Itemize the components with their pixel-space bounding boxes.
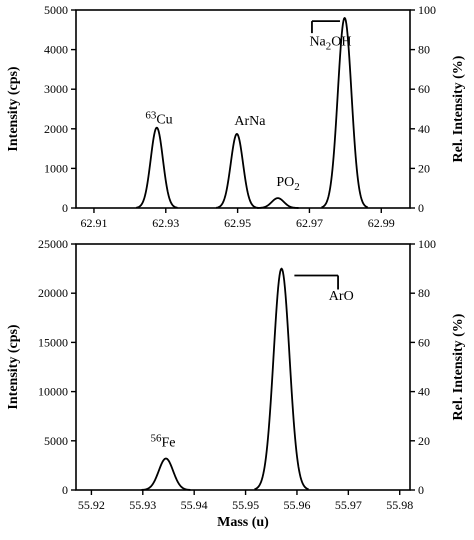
y-tick-label: 1000 [44,161,68,175]
y-tick-label: 2000 [44,122,68,136]
x-tick-label: 55.93 [129,498,156,512]
spectrum-peak [254,267,309,491]
y2-tick-label: 0 [418,201,424,215]
spectrum-peak [135,126,178,209]
x-tick-label: 62.95 [224,216,251,230]
x-tick-label: 55.95 [232,498,259,512]
y-tick-label: 15000 [38,335,68,349]
peak-annotation: 56Fe [151,433,176,451]
species-label: ArO [329,289,354,304]
species-label-suffix: OH [331,35,351,50]
panel-top-spectrum: 0 1000 2000 3000 4000 5000 0 20 40 60 80 100 62.91 62… [6,3,466,230]
y-axis-label: Intensity (cps) [6,324,21,410]
resolution-bracket [311,20,340,34]
y2-axis-label: Rel. Intensity (%) [451,55,466,162]
x-tick-label: 55.96 [283,498,310,512]
y-tick-label: 4000 [44,43,68,57]
species-label: Na [309,35,326,50]
isotope-superscript: 63 [145,109,157,121]
isotope-superscript: 56 [151,433,163,445]
x-tick-label: 55.98 [386,498,413,512]
peak-annotation: PO2 [276,175,299,193]
y-tick-label: 3000 [44,82,68,96]
y2-axis-label: Rel. Intensity (%) [451,313,466,420]
y-tick-label: 5000 [44,434,68,448]
x-tick-label: 55.94 [181,498,208,512]
y-tick-label: 20000 [38,286,68,300]
x-tick-label: 62.99 [368,216,395,230]
peak-annotation: 63Cu [145,109,172,127]
panel-bottom-spectrum: 0 5000 10000 15000 20000 25000 0 20 40 60 80 100 55.… [6,237,466,530]
species-subscript: 2 [326,41,332,53]
y-tick-label: 10000 [38,385,68,399]
y2-tick-label: 40 [418,122,430,136]
y-tick-label: 25000 [38,237,68,251]
y2-tick-label: 80 [418,43,430,57]
x-tick-label: 55.97 [335,498,362,512]
y-tick-label: 5000 [44,3,68,17]
y2-tick-label: 20 [418,161,430,175]
y2-tick-label: 20 [418,434,430,448]
y-tick-label: 0 [62,201,68,215]
x-tick-label: 62.93 [152,216,179,230]
species-label: Cu [156,112,172,127]
spectrum-peak [141,457,191,491]
species-label: Fe [162,436,176,451]
y2-tick-label: 80 [418,286,430,300]
y-axis-label: Intensity (cps) [6,66,21,152]
spectrum-peak [321,17,369,209]
resolution-bracket [294,274,339,290]
x-axis-label: Mass (u) [217,515,269,530]
species-subscript: 2 [294,181,300,193]
x-tick-label: 55.92 [78,498,105,512]
peak-annotation: Na2OH [309,35,351,53]
peak-annotation: ArNa [234,114,266,129]
species-label: PO [276,175,294,190]
y2-tick-label: 100 [418,3,436,17]
y2-tick-label: 40 [418,385,430,399]
y2-tick-label: 60 [418,335,430,349]
y2-tick-label: 60 [418,82,430,96]
y2-tick-label: 0 [418,483,424,497]
x-tick-label: 62.97 [296,216,323,230]
spectrum-peak [256,197,299,209]
plot-frame [75,243,411,491]
y-tick-label: 0 [62,483,68,497]
plot-frame [75,9,411,209]
x-tick-label: 62.91 [80,216,107,230]
peak-annotation: ArO [329,289,354,304]
species-label: ArNa [234,114,266,129]
y2-tick-label: 100 [418,237,436,251]
spectrum-peak [215,133,259,209]
